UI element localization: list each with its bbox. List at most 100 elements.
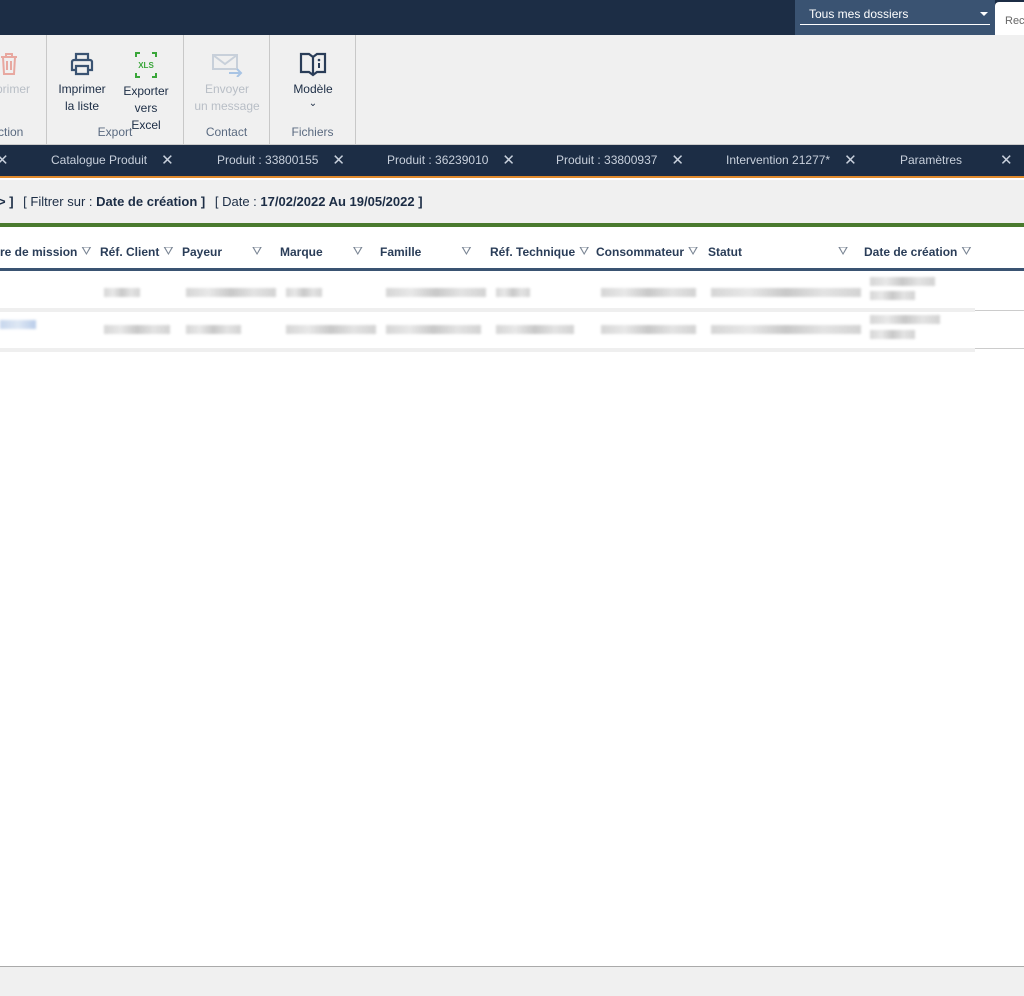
tab-close-icon[interactable]: ✕ xyxy=(0,152,9,169)
redacted-cell xyxy=(870,315,940,324)
label-line1: Imprimer xyxy=(58,82,106,96)
date-value: 17/02/2022 Au 19/05/2022 ] xyxy=(260,194,423,209)
ribbon-group-action: primer ction xyxy=(0,35,47,144)
export-excel-button[interactable]: XLS Exporter vers Excel xyxy=(119,51,173,134)
filter-icon[interactable]: ⛛ xyxy=(838,244,849,258)
document-tabs: ✕ Catalogue Produit ✕ Produit : 33800155 ✕… xyxy=(0,145,1024,178)
book-info-icon xyxy=(299,52,327,77)
dossier-select[interactable]: Tous mes dossiers xyxy=(800,6,990,25)
xls-icon: XLS xyxy=(135,52,157,78)
redacted-cell xyxy=(186,325,241,334)
filter-icon[interactable]: ⛛ xyxy=(961,244,972,258)
table-row[interactable] xyxy=(0,274,975,308)
filter-summary: > ] [ Filtrer sur : Date de création ] [… xyxy=(0,180,1024,223)
tab-label: Intervention 21277* xyxy=(726,153,831,167)
delete-label: primer xyxy=(0,82,30,96)
tab-label: Produit : 36239010 xyxy=(387,153,489,167)
tab-produit-2[interactable]: Produit : 36239010 ✕ xyxy=(387,145,515,176)
group-label: ction xyxy=(0,125,24,139)
redacted-cell xyxy=(601,288,696,297)
label-line2: vers Excel xyxy=(131,101,161,132)
column-header[interactable]: re de mission xyxy=(0,244,78,259)
close-icon[interactable]: ✕ xyxy=(332,152,345,169)
label-line2: un message xyxy=(194,99,260,113)
column-header[interactable]: Consommateur xyxy=(596,244,685,259)
redacted-cell xyxy=(496,288,530,297)
close-icon[interactable]: ✕ xyxy=(1000,152,1013,169)
redacted-cell xyxy=(286,325,376,334)
tab-produit-1[interactable]: Produit : 33800155 ✕ xyxy=(217,145,345,176)
close-icon[interactable]: ✕ xyxy=(161,152,174,169)
print-list-button[interactable]: Imprimer la liste xyxy=(55,51,109,115)
ribbon-group-contact: Envoyer un message Contact xyxy=(184,35,270,144)
column-header[interactable]: Date de création xyxy=(864,244,958,259)
redacted-link[interactable] xyxy=(0,320,36,329)
ribbon-group-fichiers: Modèle ⌄ Fichiers xyxy=(270,35,356,144)
group-label: Fichiers xyxy=(291,125,334,139)
close-icon[interactable]: ✕ xyxy=(502,152,515,169)
filter-icon[interactable]: ⛛ xyxy=(163,244,174,258)
row-divider xyxy=(0,348,975,352)
row-divider xyxy=(0,308,975,312)
redacted-cell xyxy=(870,291,915,300)
tab-produit-3[interactable]: Produit : 33800937 ✕ xyxy=(556,145,684,176)
row-divider xyxy=(975,348,1024,349)
filter-icon[interactable]: ⛛ xyxy=(81,244,92,258)
tab-intervention[interactable]: Intervention 21277* ✕ xyxy=(726,145,857,176)
label-line1: Exporter xyxy=(123,84,169,98)
filter-prefix: > ] xyxy=(0,194,14,209)
tab-parametres[interactable]: Paramètres ✕ xyxy=(900,145,1013,176)
modele-dropdown-button[interactable]: Modèle ⌄ xyxy=(283,51,343,110)
send-message-button[interactable]: Envoyer un message xyxy=(190,51,264,115)
delete-button[interactable]: primer xyxy=(0,51,38,98)
redacted-cell xyxy=(601,325,696,334)
dossier-select-value: Tous mes dossiers xyxy=(809,7,909,21)
column-header[interactable]: Réf. Client xyxy=(100,244,160,259)
column-header[interactable]: Payeur xyxy=(182,244,223,259)
column-header[interactable]: Statut xyxy=(708,244,742,259)
redacted-cell xyxy=(286,288,322,297)
top-bar: Tous mes dossiers Rec xyxy=(0,0,1024,35)
column-header[interactable]: Marque xyxy=(280,244,323,259)
close-icon[interactable]: ✕ xyxy=(671,152,684,169)
filter-icon[interactable]: ⛛ xyxy=(352,244,363,258)
status-footer xyxy=(0,966,1024,996)
chevron-down-icon: ⌄ xyxy=(308,98,318,109)
filter-value: Date de création ] xyxy=(96,194,206,209)
filter-icon[interactable]: ⛛ xyxy=(461,244,472,258)
label-line2: la liste xyxy=(64,99,99,113)
ribbon-group-export: Imprimer la liste XLS Exporter vers Exce… xyxy=(47,35,184,144)
column-header[interactable]: Famille xyxy=(380,244,422,259)
tab-label: Catalogue Produit xyxy=(51,153,148,167)
close-icon[interactable]: ✕ xyxy=(844,152,857,169)
redacted-cell xyxy=(711,288,861,297)
redacted-cell xyxy=(104,325,170,334)
redacted-cell xyxy=(186,288,276,297)
redacted-cell xyxy=(104,288,140,297)
label-line1: Modèle xyxy=(293,82,333,96)
redacted-cell xyxy=(386,288,486,297)
row-divider xyxy=(975,310,1024,311)
svg-text:XLS: XLS xyxy=(138,61,154,70)
mail-send-icon xyxy=(212,54,243,77)
accent-line xyxy=(0,223,1024,227)
ribbon: primer ction Imprimer la liste XLS Expor… xyxy=(0,35,1024,145)
redacted-cell xyxy=(870,330,915,339)
group-label: Contact xyxy=(205,125,248,139)
trash-icon xyxy=(1,53,17,75)
redacted-cell xyxy=(496,325,574,334)
table-header: re de mission ⛛ Réf. Client ⛛ Payeur ⛛ Marq… xyxy=(0,227,1024,271)
tab-catalogue[interactable]: Catalogue Produit ✕ xyxy=(51,145,174,176)
redacted-cell xyxy=(870,277,935,286)
search-tab[interactable]: Rec xyxy=(995,2,1024,35)
filter-icon[interactable]: ⛛ xyxy=(579,244,590,258)
printer-icon xyxy=(70,52,94,76)
filter-label: [ Filtrer sur : xyxy=(23,194,93,209)
redacted-cell xyxy=(711,325,861,334)
filter-icon[interactable]: ⛛ xyxy=(688,244,699,258)
column-header[interactable]: Réf. Technique xyxy=(490,244,576,259)
tab-label: Produit : 33800937 xyxy=(556,153,658,167)
table-row[interactable] xyxy=(0,312,975,348)
dossier-area: Tous mes dossiers xyxy=(795,0,995,35)
filter-icon[interactable]: ⛛ xyxy=(252,244,263,258)
